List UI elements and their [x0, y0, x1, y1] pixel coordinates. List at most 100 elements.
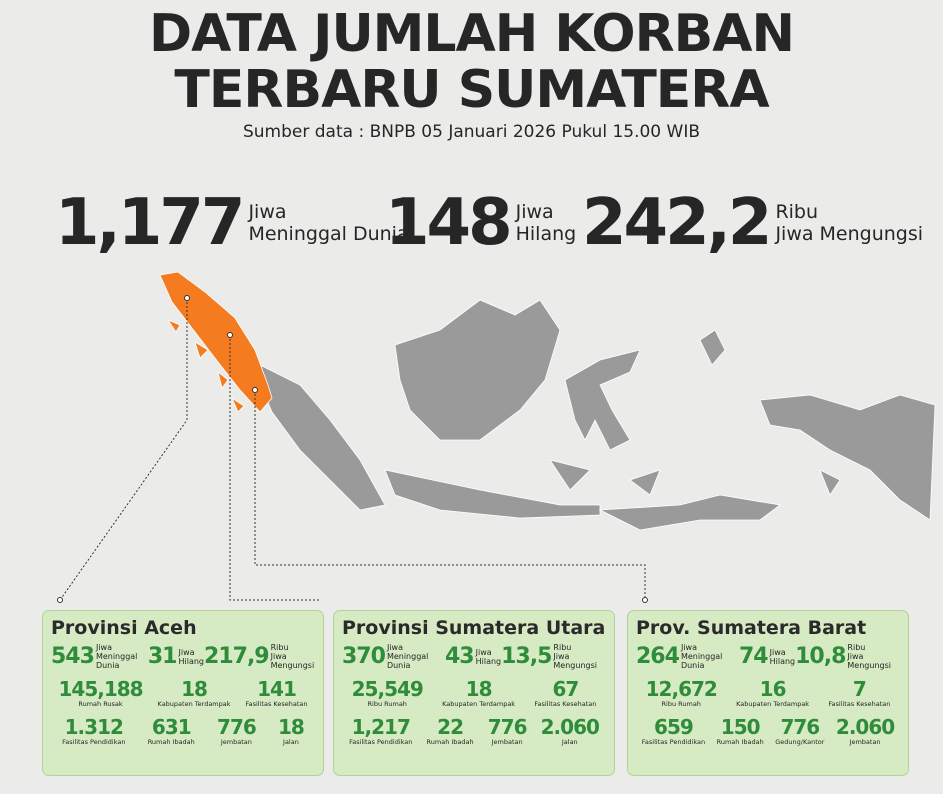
top-stat: 543 Jiwa Meninggal Dunia: [51, 643, 148, 670]
stat-value: 18: [278, 715, 305, 739]
source: Sumber data : BNPB 05 Januari 2026 Pukul…: [242, 122, 701, 142]
label-line: Meninggal Dunia: [95, 652, 138, 670]
stat: 12,672 Ribu Rumah: [645, 677, 718, 708]
title-line: DATA JUMLAH KORBAN: [148, 4, 795, 64]
stat-row: 1,217 Fasilitas Pendidikan 22 Rumah Ibadah 7…: [342, 716, 606, 746]
stat-label: Jiwa Meninggal Dunia: [681, 643, 739, 670]
stat-value: 776: [487, 715, 528, 739]
stat-value: 141: [257, 677, 297, 701]
stat: 2.060 Jembatan: [836, 716, 895, 746]
stat: 141 Fasilitas Kesehatan: [245, 678, 307, 708]
stat: 2.060 Jalan: [540, 715, 600, 746]
stat-value: 12,672: [645, 677, 718, 701]
stat: 776 Gedung/Kantor: [775, 716, 824, 746]
top-stat: 217,9 Ribu Jiwa Mengungsi: [204, 643, 315, 670]
stat: 22 Rumah Ibadah: [427, 716, 474, 746]
stat-label: Jalan: [283, 738, 299, 746]
stat: 659 Fasilitas Pendidikan: [642, 716, 705, 746]
top-stat: 31 Jiwa Hilang: [148, 644, 204, 669]
stat: 18 Kabupaten Terdampak: [158, 678, 231, 708]
stat-label: Kabupaten Terdampak: [157, 700, 231, 708]
stat-row: 659 Fasilitas Pendidikan 150 Rumah Ibadah 77…: [636, 716, 900, 746]
stat-label: Jembatan: [220, 738, 252, 746]
stat: 1.312 Fasilitas Pendidikan: [62, 716, 125, 746]
label-line: Ribu: [270, 643, 289, 652]
label-line: Jiwa Mengungsi: [847, 652, 891, 670]
panel-title: Provinsi Aceh: [51, 617, 197, 639]
stat: 16 Kabupaten Terdampak: [736, 678, 809, 708]
summary-stat: 242,2 Ribu Jiwa Mengungsi: [582, 188, 923, 258]
stat-label: Ribu Jiwa Mengungsi: [271, 643, 315, 670]
stat-value: 74: [738, 644, 769, 669]
label-line: Hilang: [475, 656, 502, 666]
summary-stat: 148 Jiwa Hilang: [385, 188, 576, 258]
summary-label: Jiwa Meninggal Dunia: [248, 201, 408, 245]
stat-label: Gedung/Kantor: [775, 738, 825, 746]
panel-title: Provinsi Sumatera Utara: [342, 617, 606, 639]
label-line: Meninggal Dunia: [386, 652, 429, 670]
summary-label: Ribu Jiwa Mengungsi: [775, 201, 923, 245]
stat-label: Fasilitas Kesehatan: [828, 700, 891, 708]
label-line: Ribu: [553, 643, 572, 652]
stat-label: Ribu Rumah: [661, 700, 701, 708]
label-line: Ribu: [775, 201, 819, 223]
label-line: Jiwa: [515, 201, 554, 223]
stat-label: Jiwa Meninggal Dunia: [96, 643, 148, 670]
label-line: Jiwa Mengungsi: [553, 652, 597, 670]
stat-label: Kabupaten Terdampak: [442, 700, 516, 708]
label-line: Hilang: [769, 656, 796, 666]
stat: 776 Jembatan: [217, 715, 257, 746]
stat-value: 25,549: [351, 677, 424, 701]
stat-label: Jalan: [561, 738, 578, 746]
stat-value: 2.060: [540, 715, 600, 739]
label-line: Jiwa Mengungsi: [270, 652, 315, 670]
stat: 145,188 Rumah Rusak: [58, 677, 143, 708]
stat-value: 31: [147, 644, 178, 669]
label-line: Hilang: [515, 223, 577, 245]
stat-value: 370: [342, 644, 386, 669]
label-line: Jiwa: [680, 643, 697, 652]
stat-value: 16: [759, 677, 787, 701]
stat-value: 18: [181, 677, 208, 701]
stat-value: 776: [217, 715, 257, 739]
stat-label: Fasilitas Pendidikan: [62, 738, 126, 746]
stat-value: 1,217: [351, 715, 411, 739]
label-line: Jiwa: [769, 647, 786, 657]
stat-label: Jiwa Meninggal Dunia: [387, 643, 445, 670]
stat-label: Rumah Rusak: [78, 700, 123, 708]
stat: 67 Fasilitas Kesehatan: [534, 678, 596, 708]
stat-value: 43: [444, 644, 475, 669]
stat-value: 7: [852, 677, 867, 701]
stat-label: Jembatan: [491, 738, 523, 746]
label-line: Jiwa: [248, 201, 287, 223]
stat: 631 Rumah Ibadah: [148, 716, 195, 746]
stat-value: 145,188: [58, 677, 143, 701]
stat-label: Jiwa Hilang: [179, 648, 205, 666]
top-stat: 370 Jiwa Meninggal Dunia: [342, 643, 445, 670]
province-panel: Provinsi Sumatera Utara 370 Jiwa Meninggal …: [333, 610, 615, 776]
stat-value: 264: [636, 644, 680, 669]
label-line: Jiwa: [386, 643, 403, 652]
stat-row: 145,188 Rumah Rusak 18 Kabupaten Terdampak 1…: [51, 678, 315, 708]
stat-label: Rumah Ibadah: [716, 738, 764, 746]
stat-label: Jiwa Hilang: [476, 648, 502, 666]
top-stat: 74 Jiwa Hilang: [739, 644, 795, 669]
label-line: Meninggal Dunia: [248, 223, 409, 245]
stat-value: 776: [780, 715, 820, 739]
stat: 1,217 Fasilitas Pendidikan: [349, 716, 412, 746]
top-stats: 543 Jiwa Meninggal Dunia 31 Jiwa Hilang 217,9 R…: [51, 643, 315, 670]
title-line: TERBARU SUMATERA: [174, 60, 769, 120]
stat-row: 25,549 Ribu Rumah 18 Kabupaten Terdampak 67 F…: [342, 678, 606, 708]
stat-label: Ribu Rumah: [367, 700, 407, 708]
stat-value: 631: [151, 715, 192, 739]
stat-value: 22: [437, 715, 464, 739]
summary-value: 1,177: [55, 186, 245, 260]
province-panel: Prov. Sumatera Barat 264 Jiwa Meninggal Dun…: [627, 610, 909, 776]
stat-value: 150: [720, 715, 761, 739]
top-stat: 13,5 Ribu Jiwa Mengungsi: [501, 643, 606, 670]
summary-value: 148: [385, 186, 513, 260]
stat-value: 217,9: [204, 644, 270, 669]
stat: 776 Jembatan: [487, 715, 528, 746]
